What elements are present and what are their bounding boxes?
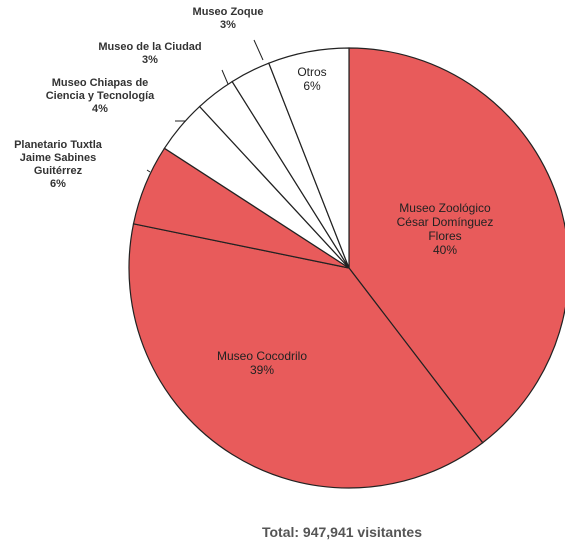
pie-slice-2 [128,223,484,489]
slice-label-5: Museo de la Ciudad 3% [98,41,201,66]
slice-label-4: Museo Chiapas de Ciencia y Tecnología 4% [46,77,155,115]
slice-label-3: Planetario Tuxtla Jaime Sabines Guitérrez 6… [14,139,103,190]
slice-label-1: Museo Zoológico César Domínguez Flores 40% [397,201,494,257]
slices-layer [128,47,565,489]
labels-layer: Museo Zoológico César Domínguez Flores 40% M… [14,6,493,377]
pie-slice-1 [348,47,565,444]
slice-label-2: Museo Cocodrilo 39% [217,349,307,377]
leader-line-5 [221,69,229,85]
total-label: Total: 947,941 visitantes [262,524,422,540]
slice-label-7: Otros 6% [297,65,326,93]
leader-lines-layer [146,39,264,173]
pie-slice-7 [267,47,350,269]
leader-line-6 [253,39,264,61]
leader-line-3 [146,169,151,173]
slice-label-6: Museo Zoque 3% [193,6,264,31]
